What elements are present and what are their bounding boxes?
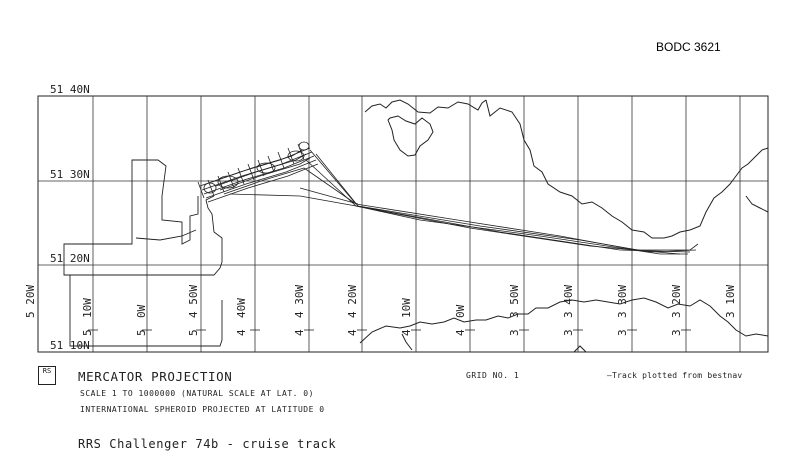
map-frame bbox=[37, 95, 769, 353]
lon-label-bottom: 3 bbox=[670, 329, 683, 336]
lon-label-top: 3 50W bbox=[508, 285, 521, 318]
lon-label-bottom: 4 bbox=[293, 329, 306, 336]
lon-labels-bottom: 5 5 5 4 4 4 4 4 3 3 3 3 bbox=[81, 329, 683, 336]
lat-label-51-40n: 51 40N bbox=[50, 83, 90, 96]
survey-track-dense bbox=[197, 141, 319, 203]
lon-label-bottom: 5 bbox=[135, 329, 148, 336]
coastline-south bbox=[359, 297, 769, 353]
lon-label-top: 3 30W bbox=[616, 285, 629, 318]
lon-label-top: 3 10W bbox=[724, 285, 737, 318]
spheroid-text: INTERNATIONAL SPHEROID PROJECTED AT LATI… bbox=[80, 405, 325, 414]
lon-label-top: 40W bbox=[235, 298, 248, 318]
rs-logo: RS bbox=[38, 366, 56, 385]
transit-track bbox=[229, 149, 699, 255]
lon-label-top: 3 20W bbox=[670, 285, 683, 318]
lon-label-bottom: 4 bbox=[454, 329, 467, 336]
lon-label-top: 4 50W bbox=[187, 285, 200, 318]
lon-labels-top: 5 20W 10W 0W 4 50W 40W 4 30W 4 20W 10W 0… bbox=[24, 285, 737, 318]
lon-label-top: 3 40W bbox=[562, 285, 575, 318]
projection-title: MERCATOR PROJECTION bbox=[78, 369, 233, 384]
lon-label-top: 5 20W bbox=[24, 285, 37, 318]
lon-label-top: 4 20W bbox=[346, 285, 359, 318]
lon-label-bottom: 4 bbox=[400, 329, 413, 336]
lon-label-bottom: 4 bbox=[235, 329, 248, 336]
grid-number-label: GRID NO. 1 bbox=[466, 371, 520, 380]
lon-label-bottom: 5 bbox=[187, 329, 200, 336]
lon-label-top: 10W bbox=[400, 298, 413, 318]
cruise-caption: RRS Challenger 74b - cruise track bbox=[78, 437, 337, 451]
lon-label-top: 0W bbox=[135, 304, 148, 318]
lon-label-top: 4 30W bbox=[293, 285, 306, 318]
lon-label-bottom: 3 bbox=[562, 329, 575, 336]
coastline-east bbox=[745, 195, 769, 213]
lon-label-bottom: 4 bbox=[346, 329, 359, 336]
lon-label-top: 0W bbox=[454, 304, 467, 318]
survey-track-west bbox=[63, 159, 223, 347]
scale-text: SCALE 1 TO 1000000 (NATURAL SCALE AT LAT… bbox=[80, 389, 314, 398]
document-id: BODC 3621 bbox=[656, 40, 721, 54]
track-note: —Track plotted from bestnav bbox=[607, 371, 743, 380]
lat-label-51-30n: 51 30N bbox=[50, 168, 90, 181]
lat-label-51-20n: 51 20N bbox=[50, 252, 90, 265]
lon-label-bottom: 3 bbox=[508, 329, 521, 336]
lon-label-bottom: 5 bbox=[81, 329, 94, 336]
lon-label-bottom: 3 bbox=[616, 329, 629, 336]
lat-label-51-10n: 51 10N bbox=[50, 339, 90, 352]
lon-label-top: 10W bbox=[81, 298, 94, 318]
coastline-north bbox=[364, 99, 769, 239]
